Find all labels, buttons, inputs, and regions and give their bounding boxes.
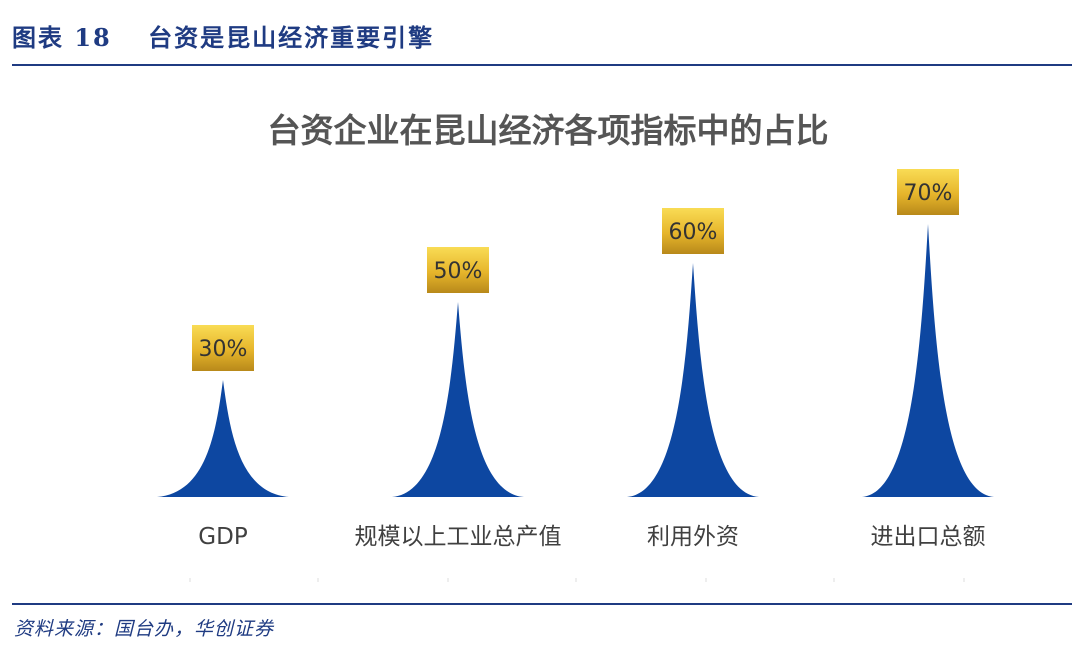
footer-rule: [12, 603, 1072, 605]
peak-bar: [392, 302, 524, 497]
data-label: 30%: [199, 337, 248, 362]
data-label: 70%: [904, 181, 953, 206]
peak-bar: [862, 224, 994, 497]
data-label: 60%: [669, 220, 718, 245]
category-label: GDP: [198, 524, 248, 550]
figure-title: 台资是昆山经济重要引擎: [148, 23, 435, 52]
figure-header: 图表 18 台资是昆山经济重要引擎: [12, 18, 434, 58]
value-badge: [897, 169, 959, 215]
category-label: 规模以上工业总产值: [355, 524, 562, 550]
header-rule: [12, 64, 1072, 66]
source-note: 资料来源：国台办，华创证券: [14, 618, 275, 640]
peak-bar: [157, 380, 289, 497]
chart-marks: 30% GDP 50% 规模以上工业总产值 60% 利用外资 70% 进出口总额: [157, 169, 994, 582]
data-label: 50%: [434, 259, 483, 284]
chart: 台资企业在昆山经济各项指标中的占比 30% GDP 50% 规模以上工业总产值 60% 利…: [157, 111, 994, 582]
value-badge: [427, 247, 489, 293]
category-label: 利用外资: [647, 524, 739, 550]
peak-bar: [627, 263, 759, 497]
figure-number: 图表 18: [12, 23, 112, 52]
value-badge: [192, 325, 254, 371]
value-badge: [662, 208, 724, 254]
chart-title: 台资企业在昆山经济各项指标中的占比: [268, 111, 829, 150]
category-label: 进出口总额: [871, 524, 986, 550]
